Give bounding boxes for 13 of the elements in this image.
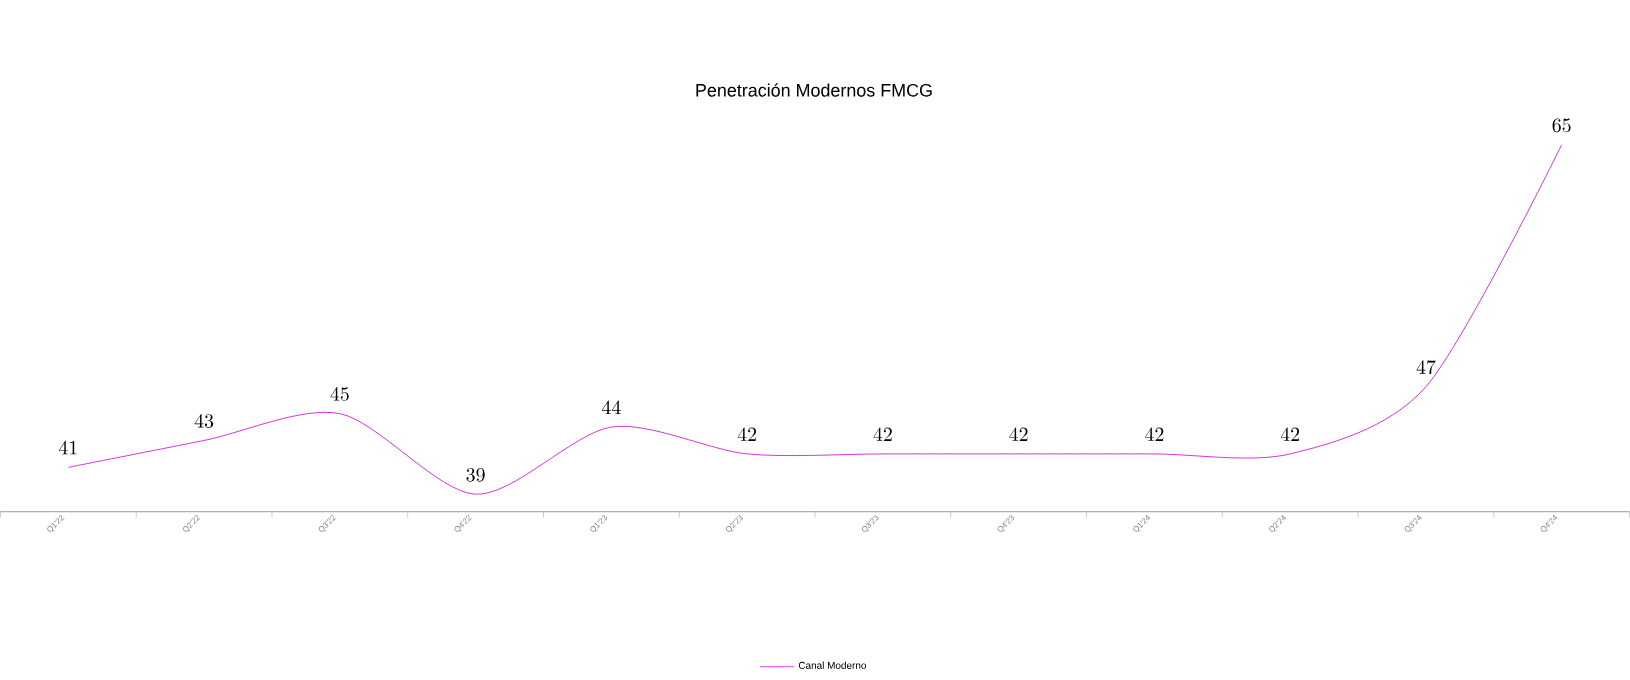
data-label: 39 [466,468,485,482]
data-label: 41 [58,440,77,455]
data-label: 45 [330,387,349,402]
chart-title: Penetración Modernos FMCG [696,83,932,97]
data-label: 42 [1145,427,1164,441]
data-label: 47 [1416,360,1436,375]
data-label: 42 [1280,427,1300,441]
data-label: 43 [194,414,214,428]
data-label: 42 [1009,427,1028,441]
data-label: 42 [873,427,892,441]
data-label: 65 [1552,118,1571,133]
data-label: 44 [601,400,621,415]
data-label: 42 [737,427,757,441]
